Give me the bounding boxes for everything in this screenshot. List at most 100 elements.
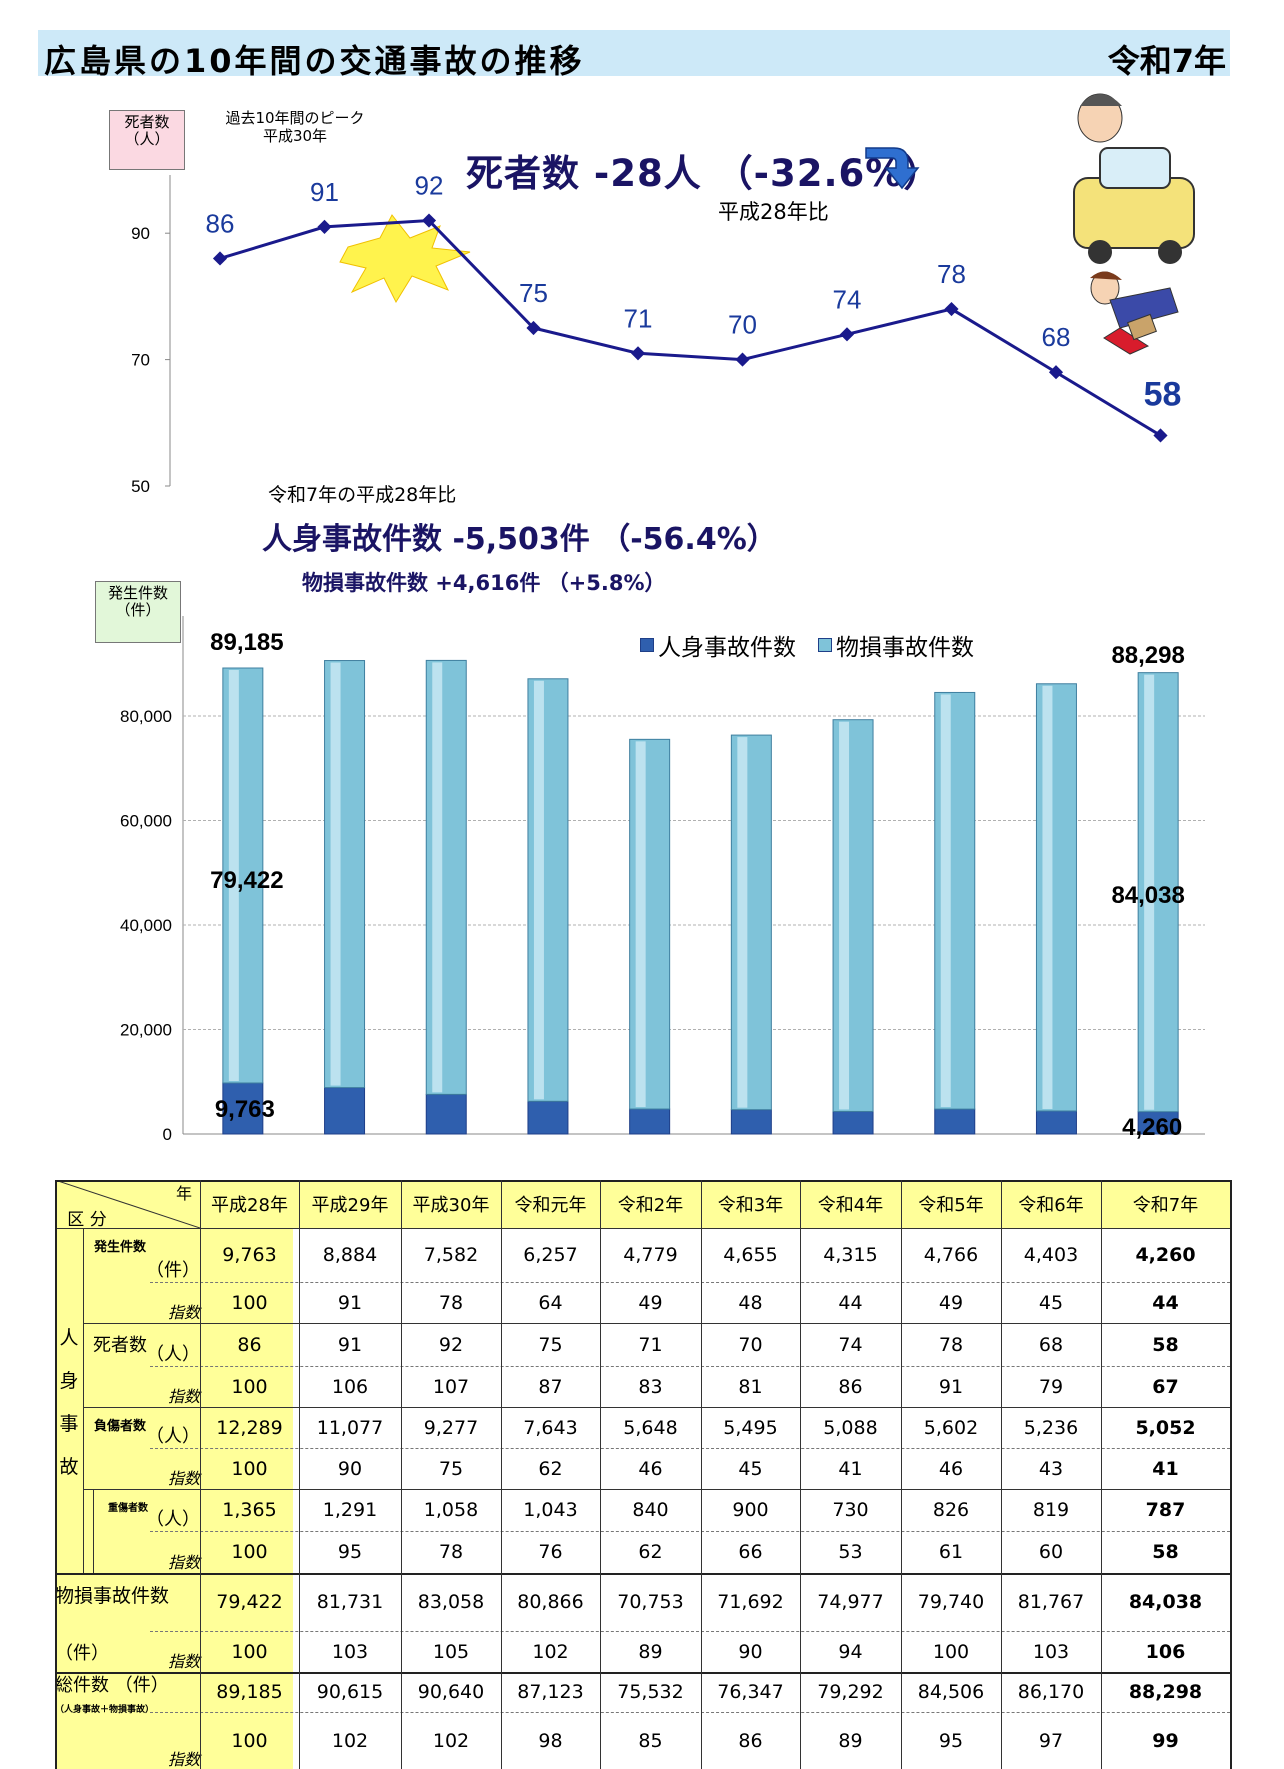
table-value: 12,289 [216,1416,283,1439]
table-index-value: 62 [538,1457,563,1480]
table-unit: （人） [146,1509,200,1530]
table-index-value: 100 [231,1375,268,1398]
table-index-value: 49 [938,1291,964,1314]
table-index-value: 41 [1152,1457,1179,1480]
table-index-value: 62 [638,1541,663,1563]
year-label: 令和7年 [1107,42,1226,80]
bar-highlight [737,737,748,1108]
bar-data-label: 84,038 [1111,882,1184,909]
death-line-chart: 50 70 90 86 91 92 75 71 70 74 78 68 58 [131,171,1182,496]
death-data-label: 78 [937,259,966,289]
table-row-sublabel: （人身事故＋物損事故） [55,1704,155,1715]
table-index-value: 79 [1038,1375,1064,1398]
death-data-label: 58 [1144,375,1182,413]
y-tick-label: 50 [131,477,150,496]
table-value: 900 [732,1499,769,1521]
peak-burst-icon [339,214,471,304]
table-index-value: 91 [337,1291,363,1314]
table-index-value: 45 [738,1457,763,1480]
accident-illustration-icon [1073,93,1195,355]
table-rule [1101,1180,1102,1769]
table-value: 11,077 [316,1416,384,1439]
table-rule [83,1407,1230,1408]
table-value: 80,866 [517,1591,584,1613]
page-title: 広島県の10年間の交通事故の推移 [44,42,585,80]
table-value: 91 [337,1333,363,1356]
y-tick-label: 0 [163,1125,172,1144]
table-index-value: 100 [932,1640,970,1663]
table-value: 78 [938,1333,964,1356]
table-value: 8,884 [322,1244,378,1266]
table-index-value: 95 [337,1541,363,1563]
table-group-char: 故 [59,1455,79,1478]
table-index-value: 46 [638,1457,663,1480]
table-value: 83,058 [417,1591,485,1613]
table-index-value: 76 [538,1541,563,1563]
table-index-label: 指数 [167,1652,200,1671]
table-year-header: 平成30年 [401,1180,501,1228]
table-value: 1,043 [523,1499,578,1521]
bar-data-label: 79,422 [210,867,283,894]
table-row-label: 重傷者数 [108,1502,148,1514]
table-index-value: 66 [738,1541,763,1563]
table-index-value: 61 [938,1541,964,1563]
table-year-header: 令和4年 [800,1180,901,1228]
table-index-label: 指数 [167,1469,200,1488]
table-value: 75,532 [617,1681,684,1703]
table-year-header: 令和6年 [1001,1180,1101,1228]
death-point [944,301,959,317]
accident-bar-chart: 0 20,000 40,000 60,000 80,000 89,185 79,422 9,… [120,616,1205,1144]
table-value: 4,779 [623,1244,678,1266]
y-tick-label: 90 [131,224,150,243]
table-year-header: 令和2年 [600,1180,701,1228]
table-index-value: 53 [838,1541,863,1563]
table-rule [55,1180,1230,1182]
bar-highlight [1144,674,1155,1110]
table-row-label: 死者数 [93,1334,147,1356]
table-value: 86 [237,1333,262,1356]
table-value: 7,643 [523,1416,578,1439]
table-rule [150,1631,1230,1632]
table-index-value: 83 [638,1375,663,1398]
death-data-label: 86 [206,208,235,238]
table-year-header: 令和元年 [501,1180,600,1228]
death-point [526,320,541,336]
table-index-label: 指数 [167,1303,200,1322]
bar-injury [1035,1110,1077,1135]
table-index-value: 58 [1152,1541,1179,1563]
peak-note: 過去10年間のピーク 平成30年 [225,109,365,145]
death-data-label: 92 [415,171,444,201]
table-index-value: 75 [438,1457,464,1480]
table-index-value: 102 [532,1640,569,1663]
table-rule [501,1180,502,1769]
table-value: 71 [638,1333,663,1356]
table-index-value: 100 [231,1457,268,1480]
table-index-value: 100 [231,1541,268,1563]
table-rule [83,1228,84,1573]
table-index-value: 78 [438,1291,464,1314]
bar-highlight [940,694,951,1108]
table-index-value: 106 [1145,1640,1186,1663]
table-index-value: 81 [738,1375,763,1398]
comparison-note: 令和7年の平成28年比 [268,484,457,506]
table-group-label: 人身事故 [55,1228,83,1573]
table-value: 86,170 [1017,1681,1085,1703]
table-value: 1,058 [423,1499,479,1521]
table-index-value: 85 [638,1730,663,1752]
table-label-column [55,1180,293,1769]
death-point [421,213,437,228]
table-rule [901,1180,902,1769]
table-index-value: 90 [738,1640,763,1663]
bar-data-label: 4,260 [1122,1114,1182,1141]
table-value: 84,506 [917,1681,985,1703]
table-group-char: 身 [59,1369,79,1392]
death-point [1153,428,1168,443]
data-table: 平成28年 平成29年 平成30年 令和元年 令和2年 令和3年 令和4年 令和5年 令和6年令… [55,1180,1232,1769]
down-arrow-icon [865,147,920,190]
table-index-value: 95 [938,1730,964,1752]
table-rule [1001,1180,1002,1769]
table-value: 5,495 [723,1416,778,1439]
table-index-value: 48 [738,1291,763,1314]
table-rule [150,1531,1230,1532]
table-index-value: 86 [838,1375,863,1398]
